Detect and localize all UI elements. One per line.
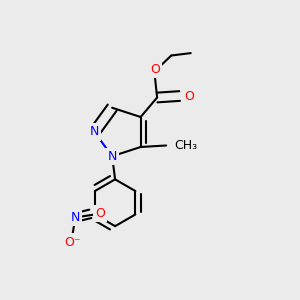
Text: N: N	[71, 211, 80, 224]
Text: N: N	[107, 150, 117, 163]
Text: O: O	[150, 63, 160, 76]
Text: N: N	[90, 125, 99, 139]
Text: O: O	[184, 89, 194, 103]
Text: CH₃: CH₃	[175, 139, 198, 152]
Text: O: O	[95, 207, 105, 220]
Text: O⁻: O⁻	[64, 236, 81, 249]
